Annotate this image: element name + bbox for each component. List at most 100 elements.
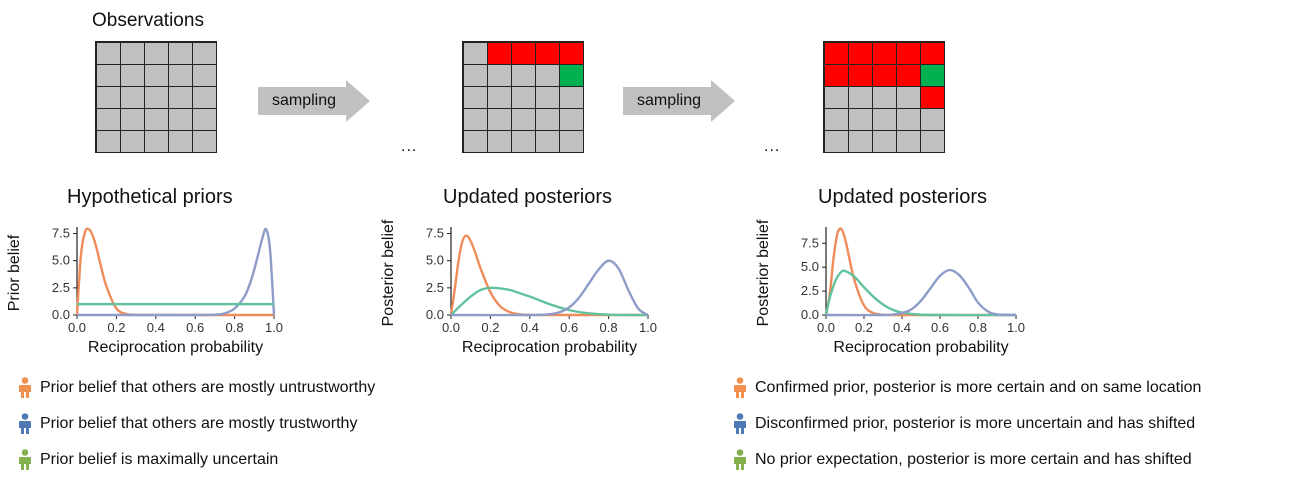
x-tick-label: 1.0 (639, 320, 657, 335)
grid-cell-gray (895, 107, 921, 131)
person-blue-icon (734, 413, 746, 434)
y-tick-label: 2.5 (52, 280, 70, 295)
y-tick-label: 0.0 (801, 307, 819, 322)
x-tick-label: 0.2 (481, 320, 499, 335)
legend-item: Prior belief that others are mostly trus… (18, 412, 375, 436)
series-line-blue (77, 227, 276, 317)
grid-cell-red (919, 41, 945, 65)
person-orange-icon (19, 377, 31, 398)
grid-cell-gray (462, 41, 488, 65)
y-tick-label: 7.5 (801, 235, 819, 250)
grid-cell-gray (486, 107, 512, 131)
y-axis-label: Posterior belief (380, 219, 397, 326)
observation-grid-step1 (462, 41, 584, 153)
ellipsis-2: ... (764, 138, 781, 155)
grid-cell-gray (823, 129, 849, 153)
grid-cell-gray (486, 85, 512, 109)
legend-item: Prior belief that others are mostly untr… (18, 376, 375, 400)
grid-cell-red (871, 41, 897, 65)
y-axis-label: Posterior belief (755, 219, 772, 326)
grid-cell-gray (95, 85, 121, 109)
grid-cell-gray (119, 41, 145, 65)
grid-cell-gray (167, 85, 193, 109)
series-line-teal (824, 269, 1017, 317)
prior-chart: 0.0 0.2 0.4 0.6 0.8 1.0 0.0 2.5 5.0 7.5 Reciprocat… (6, 226, 283, 356)
observations-title: Observations (92, 10, 204, 31)
grid-cell-gray (486, 63, 512, 87)
x-tick-label: 0.4 (147, 320, 165, 335)
legend-item: Prior belief is maximally uncertain (18, 448, 375, 472)
grid-cell-gray (191, 85, 217, 109)
grid-cell-gray (895, 85, 921, 109)
grid-cell-gray (847, 107, 873, 131)
grid-cell-red (895, 63, 921, 87)
x-tick-label: 0.2 (107, 320, 125, 335)
grid-cell-gray (558, 107, 584, 131)
sampling-arrow-2: sampling (623, 80, 735, 122)
arrow-shape (623, 80, 735, 122)
grid-cell-gray (95, 63, 121, 87)
legend-text: Prior belief that others are mostly trus… (40, 415, 358, 432)
x-tick-label: 0.4 (893, 320, 911, 335)
grid-cell-red (895, 41, 921, 65)
series-line-blue (450, 259, 649, 317)
grid-cell-gray (871, 85, 897, 109)
chart-title-posteriors-1: Updated posteriors (443, 186, 612, 208)
grid-cell-red (558, 41, 584, 65)
x-tick-label: 0.0 (442, 320, 460, 335)
arrow-shape (258, 80, 370, 122)
grid-cell-red (823, 63, 849, 87)
sampling-label: sampling (271, 92, 337, 109)
grid-cell-red (847, 63, 873, 87)
grid-cell-gray (143, 107, 169, 131)
x-tick-label: 0.8 (600, 320, 618, 335)
legend-text: Prior belief that others are mostly untr… (40, 379, 376, 396)
grid-cell-gray (119, 107, 145, 131)
grid-cell-red (847, 41, 873, 65)
legend-item: No prior expectation, posterior is more … (733, 448, 1201, 472)
grid-cell-gray (462, 63, 488, 87)
observation-grid-step2 (823, 41, 945, 153)
grid-cell-gray (143, 41, 169, 65)
grid-cell-gray (462, 107, 488, 131)
grid-cell-gray (534, 63, 560, 87)
grid-cell-gray (462, 129, 488, 153)
x-tick-label: 0.6 (186, 320, 204, 335)
grid-cell-gray (895, 129, 921, 153)
grid-cell-gray (510, 107, 536, 131)
grid-cell-red (919, 85, 945, 109)
grid-cell-gray (143, 85, 169, 109)
legend-text: Confirmed prior, posterior is more certa… (755, 379, 1202, 396)
chart-title-priors: Hypothetical priors (67, 186, 233, 208)
grid-cell-gray (510, 63, 536, 87)
ellipsis-1: ... (401, 138, 418, 155)
grid-cell-gray (871, 129, 897, 153)
grid-cell-red (534, 41, 560, 65)
x-tick-label: 0.0 (817, 320, 835, 335)
posterior-chart-1: 0.0 0.2 0.4 0.6 0.8 1.0 0.0 2.5 5.0 7.5 Reciprocat… (380, 219, 657, 356)
grid-cell-red (510, 41, 536, 65)
grid-cell-gray (558, 85, 584, 109)
grid-cell-red (871, 63, 897, 87)
grid-cell-gray (191, 107, 217, 131)
grid-cell-gray (95, 41, 121, 65)
x-axis-label: Reciprocation probability (833, 339, 1008, 356)
chart-title-posteriors-2: Updated posteriors (818, 186, 987, 208)
grid-cell-gray (191, 129, 217, 153)
posterior-chart-2: 0.0 0.2 0.4 0.6 0.8 1.0 0.0 2.5 5.0 7.5 Reciprocat… (755, 219, 1025, 356)
grid-cell-gray (871, 107, 897, 131)
grid-cell-gray (167, 129, 193, 153)
grid-cell-gray (462, 85, 488, 109)
legend-text: Disconfirmed prior, posterior is more un… (755, 415, 1196, 432)
grid-cell-gray (847, 85, 873, 109)
person-green-icon (734, 449, 746, 470)
person-blue-icon (19, 413, 31, 434)
grid-cell-gray (167, 63, 193, 87)
y-tick-label: 0.0 (426, 307, 444, 322)
y-tick-label: 5.0 (801, 259, 819, 274)
legend-text: No prior expectation, posterior is more … (755, 451, 1192, 468)
y-axis-label: Prior belief (6, 234, 23, 311)
y-tick-label: 2.5 (426, 280, 444, 295)
series-line-teal (450, 286, 649, 317)
grid-cell-gray (558, 129, 584, 153)
